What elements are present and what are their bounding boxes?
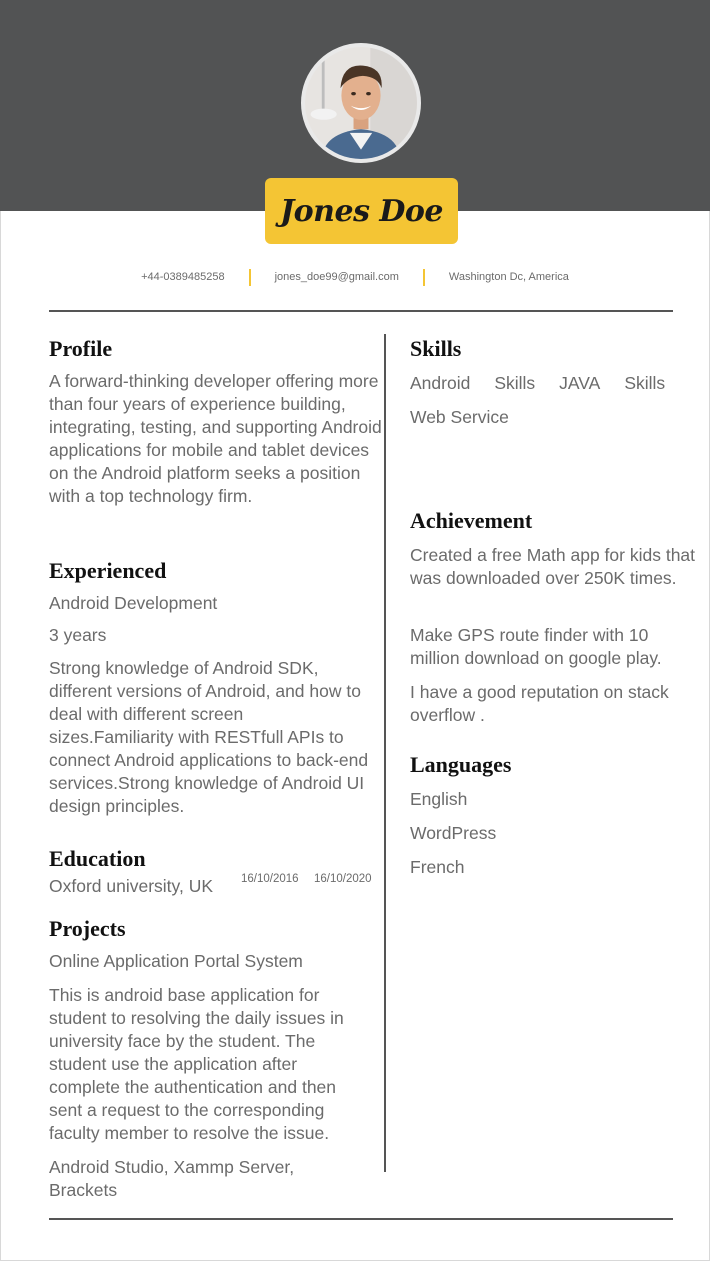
languages-heading: Languages <box>410 752 512 777</box>
projects-heading: Projects <box>49 916 126 941</box>
skill-item: Skills <box>624 373 666 393</box>
experience-role: Android Development <box>49 593 218 613</box>
project-title: Online Application Portal System <box>49 951 303 971</box>
skill-item: Android <box>410 373 471 393</box>
project-tools: Android Studio, Xammp Server, Brackets <box>49 1157 295 1200</box>
contact-separator <box>422 268 425 286</box>
education-heading: Education <box>49 846 146 871</box>
education-start-date: 16/10/2016 <box>241 873 299 885</box>
profile-photo <box>301 43 421 163</box>
achievement-item: Make GPS route finder with 10 million do… <box>410 625 662 668</box>
profile-heading: Profile <box>49 336 113 361</box>
language-item: French <box>410 857 465 877</box>
experienced-heading: Experienced <box>49 558 167 583</box>
achievement-item: Created a free Math app for kids that wa… <box>410 545 696 588</box>
skill-item: JAVA <box>559 373 601 393</box>
column-divider <box>384 334 386 1172</box>
skills-list: Android Skills JAVA Skills Web Service <box>410 372 700 429</box>
full-name: Jones Doe <box>279 193 444 229</box>
contact-location: Washington Dc, America <box>448 271 569 283</box>
experience-description: Strong knowledge of Android SDK, differe… <box>49 658 369 816</box>
achievement-item: I have a good reputation on stack overfl… <box>410 682 669 725</box>
contact-separator <box>248 268 251 286</box>
profile-photo-illustration <box>305 47 417 159</box>
contact-email: jones_doe99@gmail.com <box>274 271 399 283</box>
project-description: This is android base application for stu… <box>49 985 344 1143</box>
language-item: WordPress <box>410 823 497 843</box>
contact-row: +44-0389485258 jones_doe99@gmail.com Was… <box>0 266 710 288</box>
skill-item: Skills <box>494 373 536 393</box>
name-badge: Jones Doe <box>265 178 458 244</box>
skills-heading: Skills <box>410 336 462 361</box>
language-item: English <box>410 789 468 809</box>
contact-phone: +44-0389485258 <box>141 271 225 283</box>
bottom-divider <box>49 1218 673 1220</box>
top-divider <box>49 310 673 312</box>
achievement-heading: Achievement <box>410 508 533 533</box>
experience-duration: 3 years <box>49 625 107 645</box>
education-school: Oxford university, UK <box>49 876 214 896</box>
skill-item: Web Service <box>410 407 509 427</box>
education-end-date: 16/10/2020 <box>314 873 372 885</box>
profile-summary: A forward-thinking developer offering mo… <box>49 371 382 506</box>
